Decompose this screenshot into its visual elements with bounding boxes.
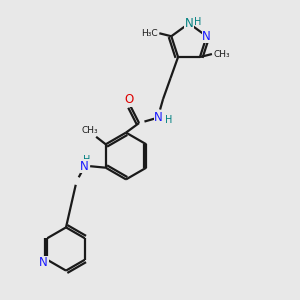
Text: O: O: [124, 93, 134, 106]
Text: H: H: [165, 115, 172, 125]
Text: CH₃: CH₃: [214, 50, 230, 58]
Text: N: N: [154, 110, 163, 124]
Text: H₃C: H₃C: [141, 29, 158, 38]
Text: N: N: [39, 256, 48, 269]
Text: N: N: [202, 30, 211, 43]
Text: CH₃: CH₃: [82, 126, 98, 135]
Text: N: N: [80, 160, 89, 173]
Text: H: H: [194, 17, 202, 27]
Text: H: H: [83, 154, 91, 165]
Text: N: N: [184, 17, 194, 30]
